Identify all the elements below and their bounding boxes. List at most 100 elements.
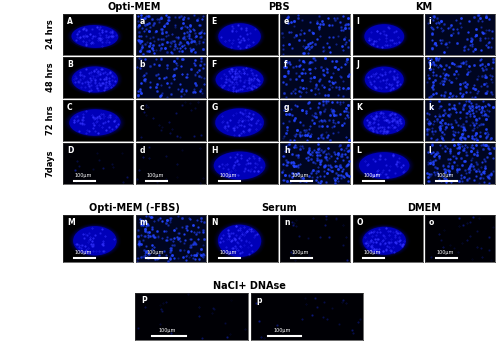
Ellipse shape <box>364 24 404 49</box>
Ellipse shape <box>213 151 266 180</box>
Ellipse shape <box>359 152 410 179</box>
Text: Serum: Serum <box>262 203 297 213</box>
Ellipse shape <box>69 109 120 136</box>
Ellipse shape <box>212 150 268 181</box>
Ellipse shape <box>363 66 406 94</box>
Ellipse shape <box>216 224 262 258</box>
Text: Opti-MEM: Opti-MEM <box>108 2 161 12</box>
Ellipse shape <box>68 109 122 136</box>
Text: 48 hrs: 48 hrs <box>46 63 55 92</box>
Ellipse shape <box>364 110 405 134</box>
Text: J: J <box>356 60 359 69</box>
Ellipse shape <box>364 66 405 93</box>
Ellipse shape <box>364 24 405 49</box>
Text: N: N <box>212 218 218 227</box>
Text: C: C <box>67 103 72 112</box>
Ellipse shape <box>73 226 117 256</box>
Text: I: I <box>356 16 359 26</box>
Ellipse shape <box>217 224 262 258</box>
Text: 24 hrs: 24 hrs <box>46 20 55 49</box>
Text: F: F <box>212 60 217 69</box>
Ellipse shape <box>216 67 264 93</box>
Ellipse shape <box>362 23 406 50</box>
Text: 100μm: 100μm <box>146 250 164 255</box>
Ellipse shape <box>218 23 261 50</box>
Text: d: d <box>140 146 145 155</box>
Ellipse shape <box>70 66 120 93</box>
Ellipse shape <box>70 24 119 49</box>
Text: DMEM: DMEM <box>407 203 441 213</box>
Text: g: g <box>284 103 290 112</box>
Text: Opti-MEM (-FBS): Opti-MEM (-FBS) <box>89 203 180 213</box>
Text: K: K <box>356 103 362 112</box>
Ellipse shape <box>214 107 266 138</box>
Ellipse shape <box>361 226 408 256</box>
Text: 100μm: 100μm <box>364 250 381 255</box>
Text: i: i <box>428 16 432 26</box>
Ellipse shape <box>217 22 262 50</box>
Text: B: B <box>67 60 72 69</box>
Ellipse shape <box>215 66 264 93</box>
Text: NaCl+ DNAse: NaCl+ DNAse <box>213 281 286 291</box>
Text: 100μm: 100μm <box>146 173 164 178</box>
Text: 100μm: 100μm <box>364 173 381 178</box>
Ellipse shape <box>218 225 262 257</box>
Text: M: M <box>67 218 74 227</box>
Ellipse shape <box>363 23 406 50</box>
Ellipse shape <box>214 66 265 93</box>
Text: L: L <box>356 146 361 155</box>
Ellipse shape <box>72 225 118 256</box>
Text: p: p <box>256 296 262 305</box>
Text: k: k <box>428 103 434 112</box>
Ellipse shape <box>363 110 406 135</box>
Ellipse shape <box>362 227 406 255</box>
Ellipse shape <box>218 23 262 50</box>
Ellipse shape <box>358 152 410 179</box>
Text: c: c <box>140 103 144 112</box>
Text: 100μm: 100μm <box>219 250 236 255</box>
Ellipse shape <box>68 108 122 137</box>
Ellipse shape <box>214 152 266 180</box>
Text: O: O <box>356 218 363 227</box>
Ellipse shape <box>215 108 264 137</box>
Text: 100μm: 100μm <box>274 328 291 333</box>
Text: A: A <box>67 16 73 26</box>
Text: 100μm: 100μm <box>74 173 92 178</box>
Ellipse shape <box>216 223 263 258</box>
Ellipse shape <box>364 67 404 92</box>
Text: 100μm: 100μm <box>74 250 92 255</box>
Ellipse shape <box>360 225 408 256</box>
Ellipse shape <box>72 226 118 256</box>
Ellipse shape <box>216 22 263 51</box>
Ellipse shape <box>362 110 406 135</box>
Ellipse shape <box>71 25 119 48</box>
Text: 100μm: 100μm <box>436 173 454 178</box>
Text: 7days: 7days <box>46 150 55 177</box>
Text: l: l <box>428 146 432 155</box>
Ellipse shape <box>70 24 120 49</box>
Ellipse shape <box>212 151 267 180</box>
Ellipse shape <box>213 107 266 138</box>
Text: a: a <box>140 16 144 26</box>
Text: 100μm: 100μm <box>219 173 236 178</box>
Text: b: b <box>140 60 145 69</box>
Text: 100μm: 100μm <box>292 250 308 255</box>
Text: h: h <box>284 146 290 155</box>
Text: P: P <box>141 296 146 305</box>
Text: E: E <box>212 16 217 26</box>
Text: e: e <box>284 16 289 26</box>
Text: KM: KM <box>416 2 432 12</box>
Ellipse shape <box>356 151 412 180</box>
Ellipse shape <box>362 109 407 135</box>
Text: o: o <box>428 218 434 227</box>
Ellipse shape <box>72 67 118 93</box>
Text: D: D <box>67 146 73 155</box>
Text: 100μm: 100μm <box>158 328 176 333</box>
Text: 100μm: 100μm <box>436 250 454 255</box>
Text: n: n <box>284 218 290 227</box>
Ellipse shape <box>70 65 120 94</box>
Text: m: m <box>140 218 147 227</box>
Ellipse shape <box>71 66 119 93</box>
Ellipse shape <box>362 226 406 255</box>
Text: 72 hrs: 72 hrs <box>46 106 55 135</box>
